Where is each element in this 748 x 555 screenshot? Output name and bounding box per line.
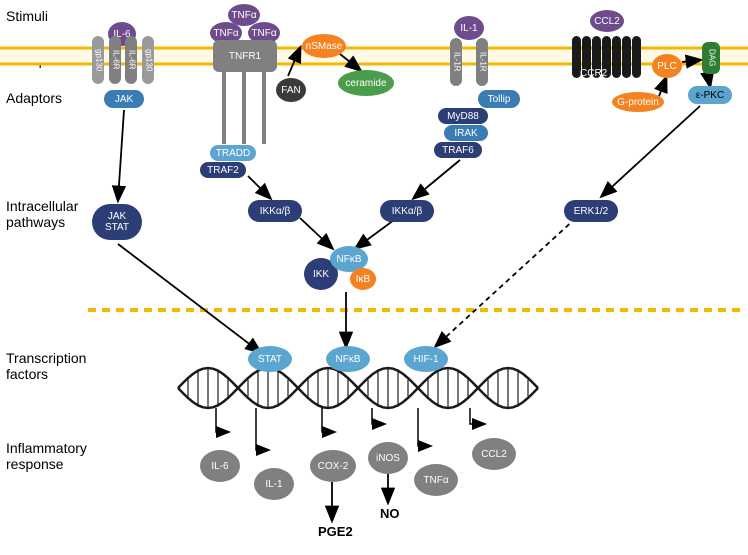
- node-traf6: TRAF6: [434, 142, 482, 158]
- node-jakstat: JAK STAT: [92, 204, 142, 240]
- node-il1_out: IL-1: [254, 468, 294, 500]
- node-nfkb_tf: NFκB: [326, 346, 370, 372]
- node-ccl2_top: CCL2: [590, 10, 624, 32]
- label-stimuli: Stimuli: [6, 8, 48, 24]
- label-adaptors: Adaptors: [6, 90, 62, 106]
- node-tnfa_out: TNFα: [414, 464, 458, 496]
- no-label: NO: [380, 506, 400, 521]
- label-transfactors: Transcription factors: [6, 350, 86, 382]
- node-tnfr1: TNFR1: [213, 40, 277, 72]
- node-plc: PLC: [652, 54, 682, 78]
- node-il1r_2: IL-1R: [476, 38, 488, 86]
- node-il6r_1: IL-6R: [109, 36, 121, 84]
- node-ceramide: ceramide: [338, 70, 394, 96]
- arrows: [118, 48, 710, 520]
- node-tollip: Tollip: [478, 90, 520, 108]
- pge2-label: PGE2: [318, 524, 353, 539]
- node-irak: IRAK: [444, 125, 488, 141]
- node-traf2: TRAF2: [200, 162, 246, 178]
- node-hif1_tf: HIF-1: [404, 346, 448, 372]
- ccr2-label: CCR2: [580, 68, 607, 79]
- label-receptors: Receptors: [6, 52, 70, 68]
- node-gprotein: G-protein: [612, 92, 664, 112]
- node-gp130_2: gp130: [142, 36, 154, 84]
- node-inos: iNOS: [368, 442, 408, 474]
- node-tradd: TRADD: [210, 145, 256, 161]
- node-ikb: IκB: [350, 268, 376, 290]
- transcription-arrows: [216, 408, 484, 450]
- dna-helix: [178, 368, 538, 408]
- node-gp130_1: gp130: [92, 36, 104, 84]
- node-cox2: COX-2: [310, 450, 356, 482]
- node-il6_out: IL-6: [200, 450, 240, 482]
- node-ccl2_out: CCL2: [472, 438, 516, 470]
- node-nsmase: nSMase: [302, 34, 346, 58]
- node-dag: DAG: [702, 42, 720, 74]
- node-erk12: ERK1/2: [564, 200, 618, 222]
- node-fan: FAN: [276, 78, 306, 102]
- node-il1r_1: IL-1R: [450, 38, 462, 86]
- node-ikkab2: IKKα/β: [380, 200, 434, 222]
- node-jak: JAK: [104, 90, 144, 108]
- node-myd88: MyD88: [438, 108, 488, 124]
- tnfr1-legs: [222, 72, 266, 144]
- node-il6r_2: IL-6R: [125, 36, 137, 84]
- label-pathways: Intracellular pathways: [6, 198, 78, 230]
- node-il1: IL-1: [454, 16, 484, 40]
- node-ikkab1: IKKα/β: [248, 200, 302, 222]
- node-stat_tf: STAT: [248, 346, 292, 372]
- label-inflammatory: Inflammatory response: [6, 440, 87, 472]
- node-epkc: ε-PKC: [688, 86, 732, 104]
